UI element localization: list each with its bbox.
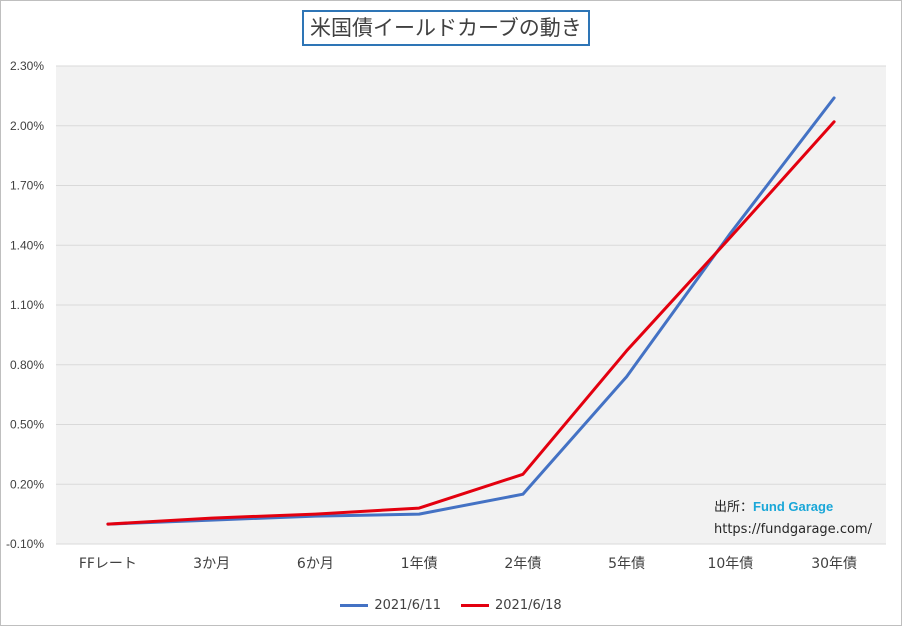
x-tick-label: 2年債: [504, 556, 541, 572]
source-name: Fund Garage: [753, 499, 834, 514]
source-label: 出所：: [714, 500, 754, 515]
y-tick-label: 0.80%: [10, 358, 44, 372]
y-tick-label: 2.00%: [10, 119, 44, 133]
legend-label: 2021/6/18: [495, 598, 562, 613]
x-tick-label: 5年債: [608, 556, 645, 572]
series-line-2: [106, 120, 836, 526]
source-url: https://fundgarage.com/: [714, 522, 872, 537]
y-tick-label: 2.30%: [10, 59, 44, 73]
legend: 2021/6/11 2021/6/18: [0, 596, 902, 613]
x-tick-label: FFレート: [79, 556, 137, 572]
x-tick-label: 10年債: [707, 556, 753, 572]
x-tick-label: 30年債: [811, 556, 857, 572]
y-tick-label: 1.10%: [10, 298, 44, 312]
legend-item-1: 2021/6/11: [340, 598, 441, 613]
x-tick-label: 1年債: [401, 556, 438, 572]
y-tick-label: -0.10%: [6, 537, 44, 551]
series-lines: [106, 96, 836, 526]
source-credit: 出所：Fund Garage https://fundgarage.com/: [714, 496, 872, 541]
y-tick-label: 1.70%: [10, 179, 44, 193]
x-tick-label: 3か月: [193, 556, 230, 572]
gridlines: [56, 65, 886, 545]
legend-item-2: 2021/6/18: [461, 598, 562, 613]
y-axis-ticks: -0.10% 0.20% 0.50% 0.80% 1.10% 1.40% 1.70% 2.00…: [6, 59, 44, 551]
chart-title: 米国債イールドカーブの動き: [302, 10, 590, 46]
legend-swatch: [461, 604, 489, 607]
legend-swatch: [340, 604, 369, 607]
legend-label: 2021/6/11: [374, 598, 441, 613]
y-tick-label: 0.50%: [10, 418, 44, 432]
x-tick-label: 6か月: [297, 556, 334, 572]
source-line: 出所：Fund Garage: [714, 496, 872, 519]
y-tick-label: 1.40%: [10, 238, 44, 252]
x-axis-ticks: FFレート 3か月 6か月 1年債 2年債 5年債 10年債 30年債: [79, 556, 857, 572]
y-tick-label: 0.20%: [10, 477, 44, 491]
